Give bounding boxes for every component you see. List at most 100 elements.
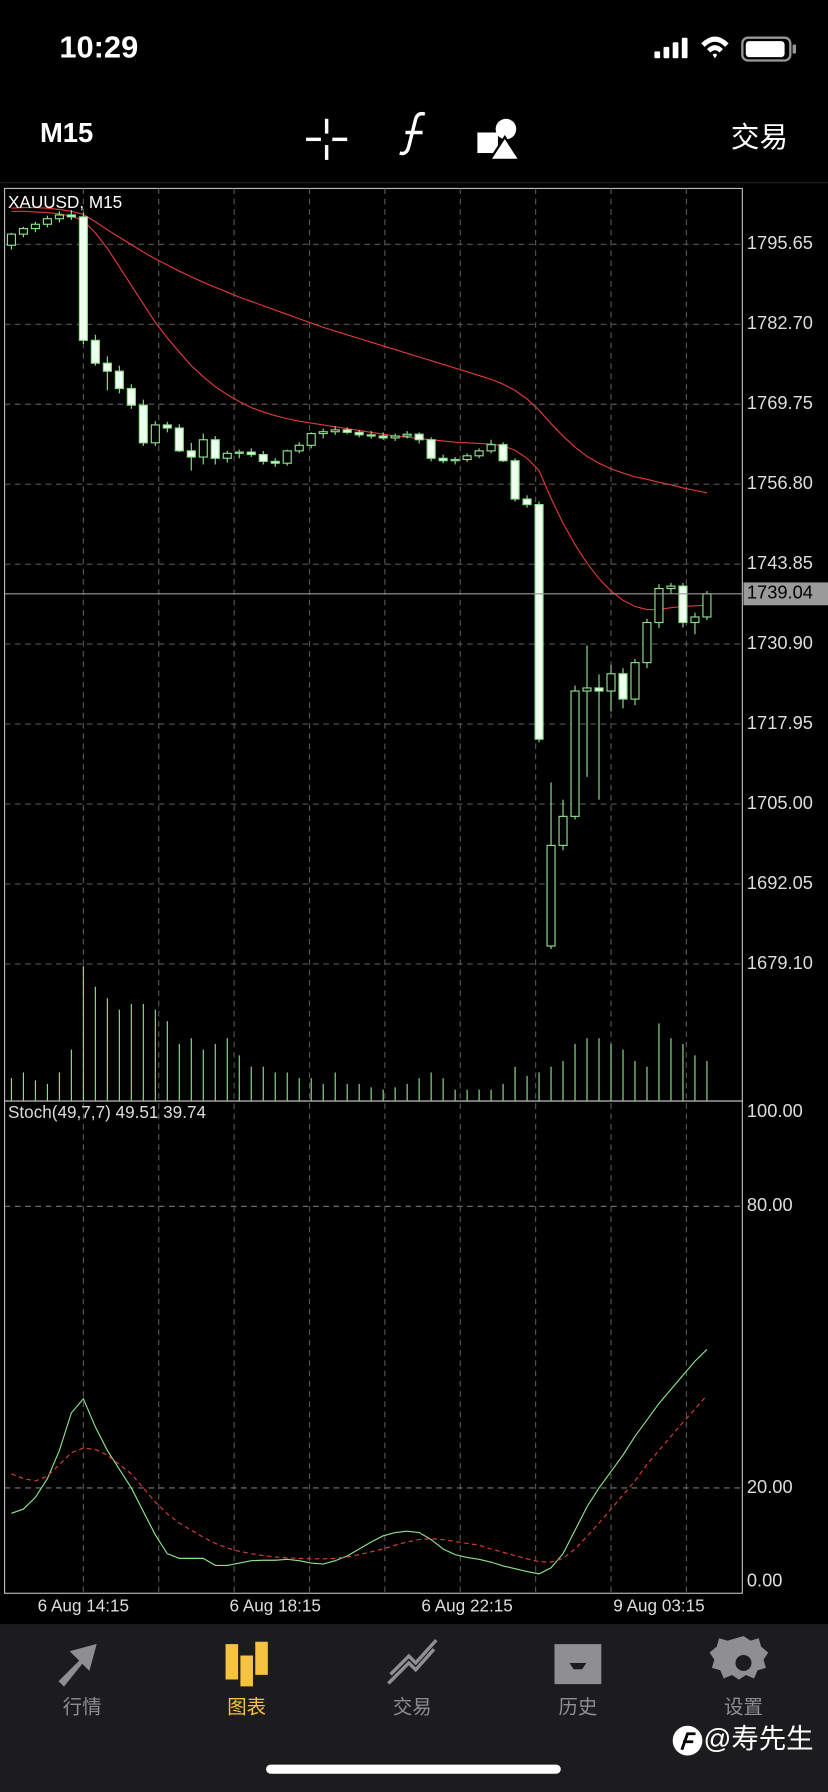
y-tick-label: 1730.90	[747, 632, 813, 653]
watermark: @寿先生	[672, 1723, 814, 1756]
tab-label[interactable]: 历史	[558, 1697, 597, 1719]
candle-body	[630, 662, 640, 700]
y-tick-label: 1756.80	[747, 472, 813, 493]
candle-body	[378, 435, 388, 439]
objects-button[interactable]	[477, 118, 522, 162]
crosshair-button[interactable]	[306, 118, 348, 160]
candle-body	[666, 585, 676, 590]
candle-body	[414, 433, 424, 441]
x-tick-label: 9 Aug 03:15	[613, 1596, 704, 1616]
candle-body	[294, 444, 304, 452]
candle-body	[90, 339, 100, 364]
candle-body	[318, 431, 328, 435]
x-tick-label: 6 Aug 22:15	[421, 1596, 512, 1616]
candle-body	[474, 450, 484, 457]
current-price-box	[743, 582, 828, 606]
y-tick-label: 1692.05	[747, 872, 813, 893]
trade-button[interactable]: 交易	[731, 122, 788, 154]
candle-body	[450, 458, 460, 462]
stoch-line	[11, 1349, 708, 1575]
candle-body	[678, 585, 688, 624]
candle-body	[222, 452, 232, 459]
y-tick-label: 1769.75	[747, 392, 813, 413]
price-pane	[3, 187, 743, 1102]
candle-body	[342, 429, 352, 433]
candle-body	[246, 451, 256, 456]
home-indicator	[266, 1764, 561, 1774]
x-tick-label: 6 Aug 14:15	[38, 1596, 129, 1616]
y-tick-label: 20.00	[747, 1476, 793, 1497]
candle-body	[210, 439, 220, 459]
tab-icon[interactable]	[225, 1641, 268, 1687]
candle-body	[426, 439, 436, 459]
tab-bar	[0, 1624, 828, 1792]
candle-body	[642, 621, 652, 664]
candle-body	[558, 815, 568, 846]
candle-body	[570, 690, 580, 817]
tabs: 行情 图表 交易 历史 设置	[58, 1636, 769, 1719]
tab-icon[interactable]	[387, 1638, 438, 1685]
candle-body	[66, 214, 76, 218]
chart-title: XAUUSD, M15	[8, 192, 122, 212]
candle-body	[618, 673, 628, 700]
candle-body	[270, 460, 280, 464]
candle-body	[702, 593, 712, 618]
tab-icon[interactable]	[554, 1644, 602, 1685]
current-price-label: 1739.04	[747, 582, 813, 603]
status-icons	[654, 36, 797, 62]
candle-body	[6, 233, 16, 246]
clock: 10:29	[59, 29, 138, 64]
candle-body	[606, 673, 616, 692]
candle-body	[282, 450, 292, 464]
candle-body	[582, 687, 592, 692]
candle-body	[654, 587, 664, 624]
candle-body	[102, 362, 112, 372]
candle-body	[522, 498, 532, 506]
watermark-text: @寿先生	[704, 1723, 814, 1754]
candle-body	[534, 504, 544, 740]
candle-body	[150, 424, 160, 444]
tab-label[interactable]: 图表	[227, 1697, 266, 1719]
candle-body	[54, 214, 64, 220]
candle-body	[690, 616, 700, 624]
candle-body	[42, 218, 52, 225]
y-tick-label: 1795.65	[747, 232, 813, 253]
candle-body	[162, 424, 172, 429]
candle-body	[546, 844, 556, 947]
indicator-title: Stoch(49,7,7) 49.51 39.74	[8, 1102, 207, 1122]
candle-body	[462, 455, 472, 461]
candle-body	[114, 370, 124, 390]
candle-body	[234, 451, 244, 454]
y-tick-label: 1717.95	[747, 712, 813, 733]
candle-body	[186, 450, 196, 458]
candle-body	[486, 444, 496, 452]
candle-body	[330, 429, 340, 433]
y-tick-label: 1705.00	[747, 792, 813, 813]
tab-icon[interactable]	[58, 1643, 97, 1687]
y-tick-label: 1782.70	[747, 312, 813, 333]
candle-body	[198, 439, 208, 458]
indicators-button[interactable]	[399, 111, 426, 156]
candle-body	[138, 404, 148, 444]
candle-body	[18, 228, 28, 235]
candle-body	[402, 433, 412, 437]
candle-body	[390, 435, 400, 439]
candle-body	[78, 216, 88, 341]
candle-body	[30, 223, 40, 230]
candle-body	[510, 460, 520, 500]
candle-body	[258, 453, 268, 462]
chart-area: 1795.65 1782.70 1769.75 1756.80 1743.85 1730.…	[3, 187, 828, 1616]
tab-label[interactable]: 交易	[393, 1697, 432, 1719]
y-tick-label: 1679.10	[747, 952, 813, 973]
candle-body	[438, 457, 448, 462]
moving-average	[11, 207, 708, 494]
tab-icon-hole	[735, 1654, 752, 1671]
candle-body	[594, 687, 604, 692]
candle-body	[354, 431, 364, 436]
tab-label[interactable]: 行情	[63, 1697, 102, 1719]
candle-body	[366, 434, 376, 437]
timeframe-button[interactable]: M15	[40, 117, 93, 148]
tab-label[interactable]: 设置	[724, 1697, 763, 1719]
